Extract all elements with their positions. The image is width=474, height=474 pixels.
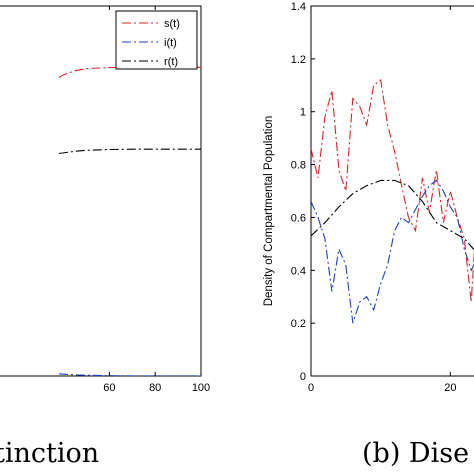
y-tick-label: 0.6	[291, 212, 306, 224]
axes-frame	[0, 5, 202, 377]
series-line-2	[58, 148, 201, 155]
x-tick-label: 60	[103, 382, 115, 394]
legend-label: r(t)	[164, 56, 178, 68]
axes-frame	[310, 5, 474, 377]
y-axis-label: Density of Compartmental Population	[263, 116, 275, 307]
legend: s(t) i(t) r(t)	[115, 10, 198, 70]
panel-a-extinction: 60 80 100 s(t) i(t) r(t)	[0, 5, 210, 394]
y-tick-label: 0.4	[291, 265, 306, 277]
series-line-1	[311, 179, 474, 324]
series-line-0	[311, 79, 474, 303]
series-group	[58, 66, 201, 376]
x-tick-label: 20	[444, 382, 456, 394]
y-tick-label: 1.4	[291, 1, 306, 13]
y-tick-label: 1	[300, 107, 306, 119]
panel-a-caption: tinction	[0, 438, 100, 469]
y-tick-label: 0	[300, 371, 306, 383]
x-tick-label: 80	[149, 382, 161, 394]
panel-b-caption: (b) Dise	[362, 438, 470, 469]
series-line-0	[58, 66, 201, 78]
y-tick-label: 0.8	[291, 160, 306, 172]
y-tick-label: 1.2	[291, 54, 306, 66]
x-tick-label: 100	[192, 382, 210, 394]
series-line-1	[58, 373, 201, 376]
y-tick-label: 0.2	[291, 318, 306, 330]
legend-label: i(t)	[164, 37, 177, 49]
series-group	[311, 79, 474, 324]
x-tick-label: 0	[308, 382, 314, 394]
legend-label: s(t)	[164, 18, 180, 30]
panel-b-disease: 0 0.2 0.4 0.6 0.8 1 1.2 1.4 0 20 Density of Compar…	[263, 1, 474, 394]
legend-box	[115, 10, 198, 70]
